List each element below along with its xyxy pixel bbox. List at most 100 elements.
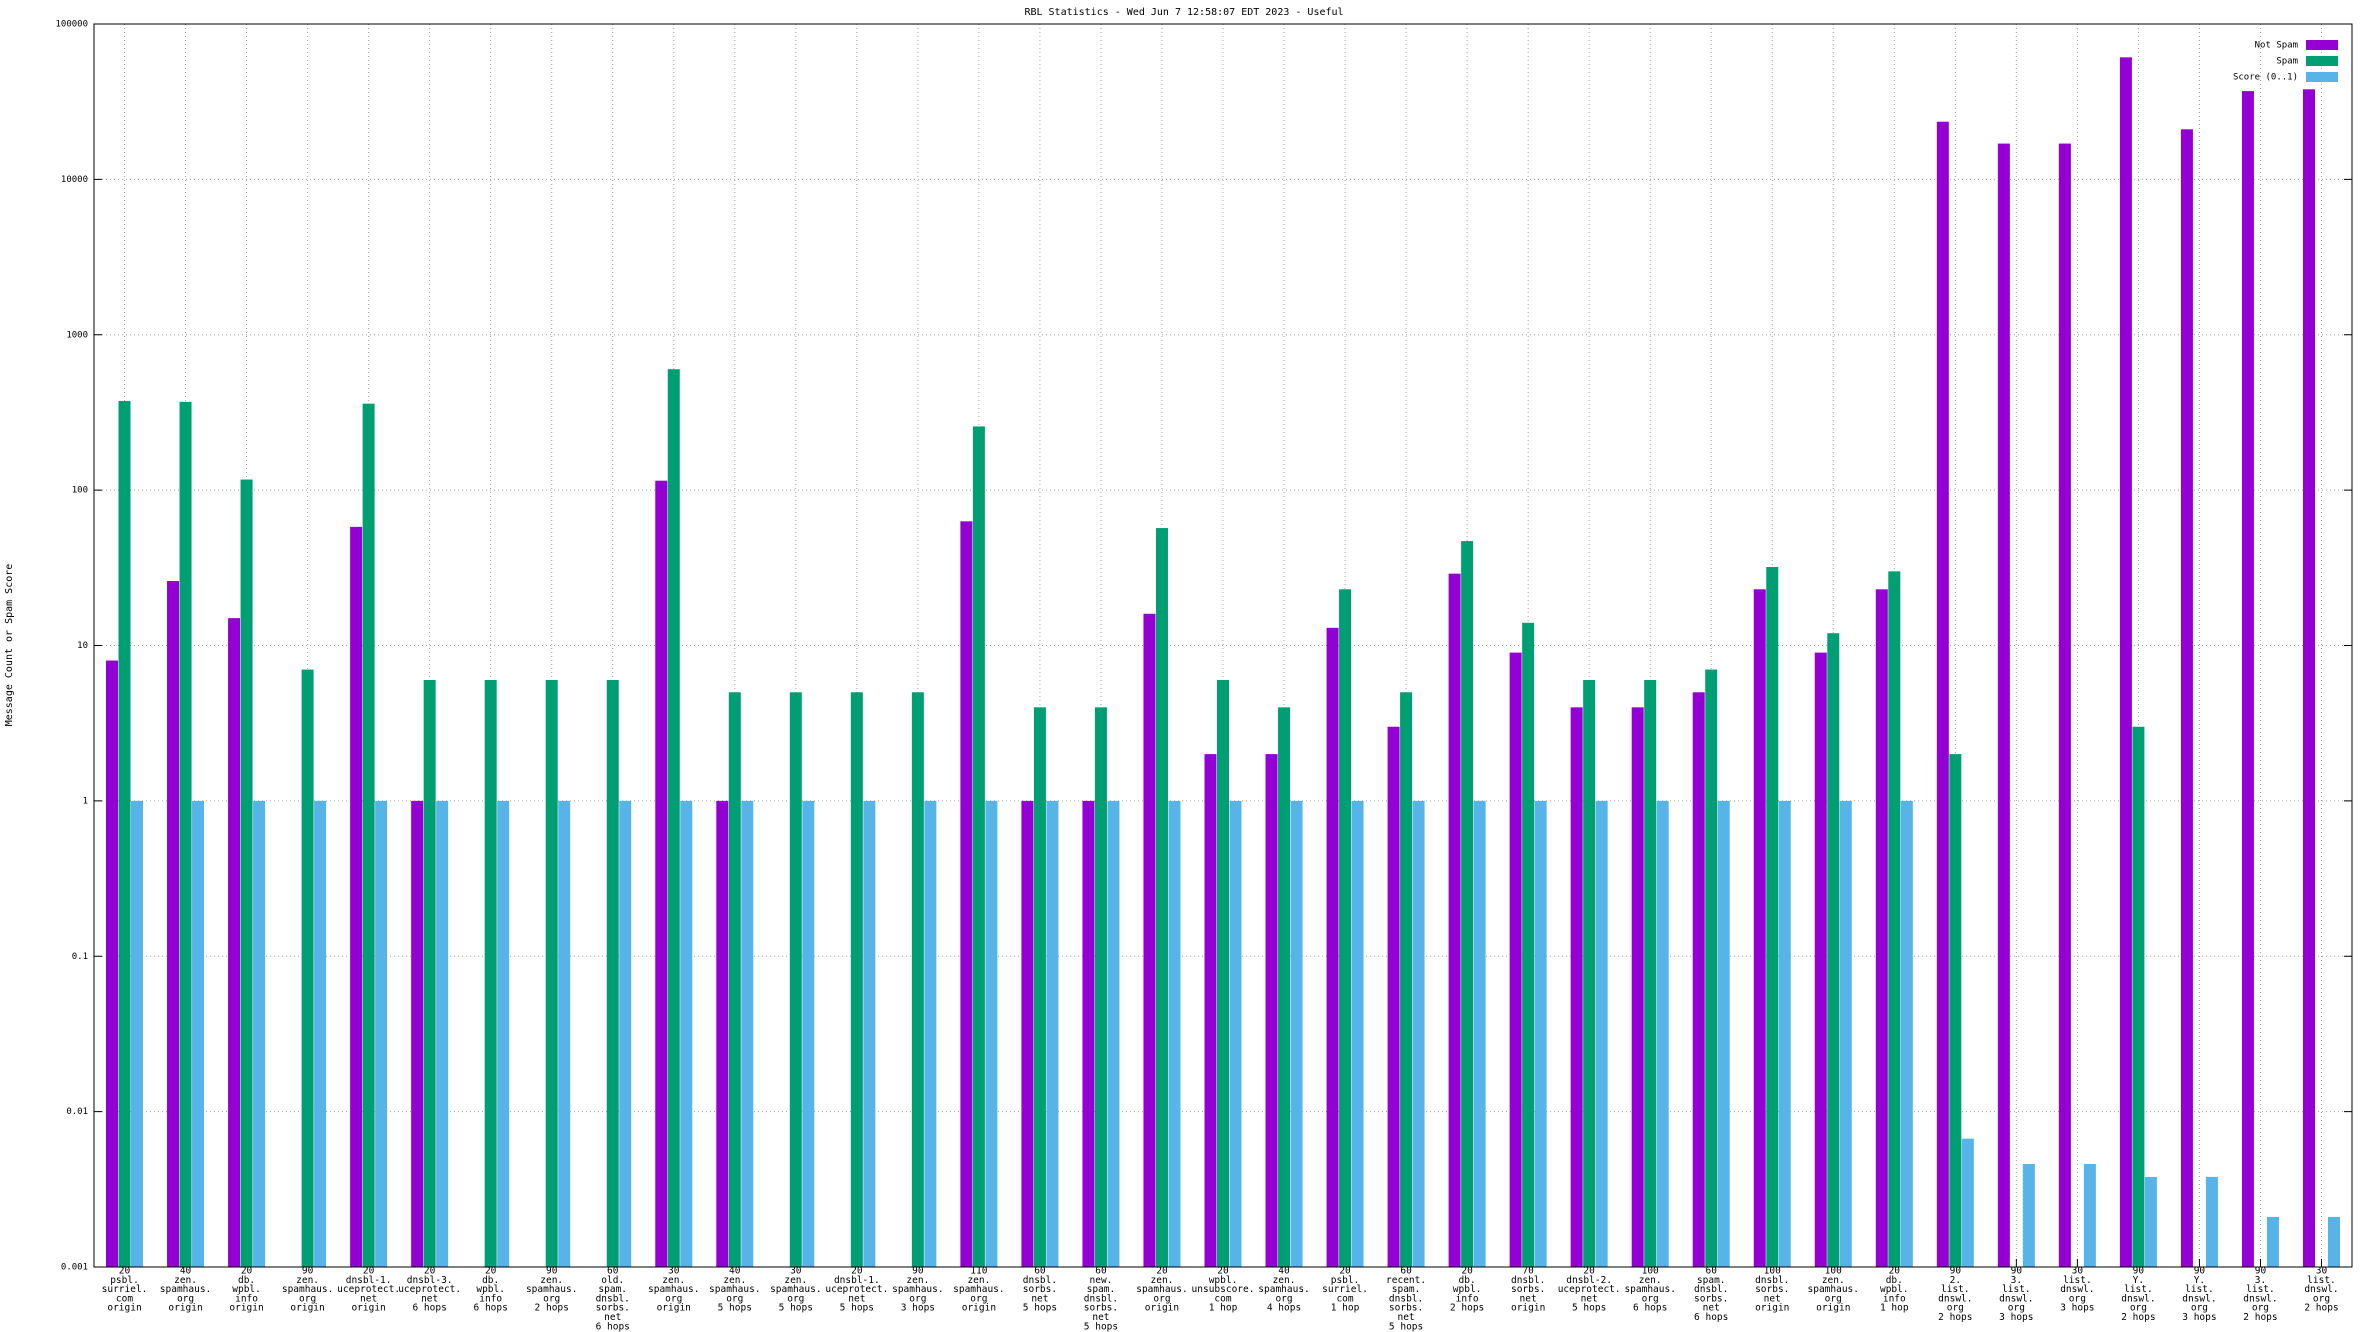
- bar: [131, 800, 144, 1267]
- x-tick-label: dnswl.: [2304, 1284, 2338, 1295]
- x-tick-label: 30: [668, 1266, 680, 1277]
- y-tick-label: 1: [83, 796, 88, 806]
- x-tick-label: org: [909, 1293, 926, 1304]
- x-tick-label: dnswl.: [1999, 1293, 2033, 1304]
- x-tick-label: 20: [1889, 1266, 1901, 1277]
- bar: [716, 800, 729, 1267]
- x-tick-label: org: [2313, 1293, 2330, 1304]
- bar: [1705, 669, 1718, 1267]
- bar: [1534, 800, 1547, 1267]
- x-tick-label: unsubscore.: [1192, 1284, 1255, 1295]
- x-tick-label: 100: [1764, 1266, 1781, 1277]
- x-tick-label: spamhaus.: [526, 1284, 577, 1295]
- x-tick-label: dnsbl-2.: [1566, 1275, 1612, 1286]
- x-tick-label: uceprotect.: [337, 1284, 400, 1295]
- x-tick-label: origin: [229, 1303, 263, 1314]
- bar: [1509, 652, 1522, 1267]
- x-tick-label: org: [726, 1293, 743, 1304]
- x-tick-label: zen.: [174, 1275, 197, 1286]
- bar: [1717, 800, 1730, 1267]
- bar: [1583, 679, 1596, 1267]
- bar: [301, 669, 314, 1267]
- bar: [192, 800, 205, 1267]
- x-tick-label: net: [1397, 1312, 1414, 1323]
- bar: [1412, 800, 1425, 1267]
- x-tick-label: 3 hops: [901, 1303, 935, 1314]
- x-tick-label: 5 hops: [1084, 1321, 1118, 1332]
- bar: [2083, 1164, 2096, 1267]
- x-tick-label: Y.: [2194, 1275, 2205, 1286]
- x-tick-label: org: [1275, 1293, 1292, 1304]
- legend-label: Spam: [2276, 57, 2298, 67]
- x-tick-label: 60: [1705, 1266, 1717, 1277]
- x-tick-label: 3.: [2011, 1275, 2022, 1286]
- bar: [1766, 567, 1779, 1267]
- x-tick-label: dnsbl.: [1755, 1275, 1789, 1286]
- x-tick-label: com: [1214, 1293, 1231, 1304]
- x-tick-label: spamhaus.: [1624, 1284, 1675, 1295]
- x-tick-label: origin: [290, 1303, 324, 1314]
- x-tick-label: 2.: [1950, 1275, 1961, 1286]
- x-tick-label: zen.: [1639, 1275, 1662, 1286]
- y-tick-label: 1000: [66, 330, 88, 340]
- x-tick-label: zen.: [540, 1275, 563, 1286]
- x-tick-label: 20: [1583, 1266, 1595, 1277]
- x-tick-label: 100: [1825, 1266, 1842, 1277]
- x-tick-label: spamhaus.: [282, 1284, 333, 1295]
- x-tick-label: sorbs.: [1389, 1303, 1423, 1314]
- x-tick-label: 60: [607, 1266, 619, 1277]
- x-tick-label: db.: [1459, 1275, 1476, 1286]
- x-tick-label: spamhaus.: [1258, 1284, 1309, 1295]
- x-tick-label: 90: [302, 1266, 314, 1277]
- x-tick-label: org: [1825, 1293, 1842, 1304]
- bar: [655, 480, 668, 1267]
- x-tick-label: uceprotect.: [1558, 1284, 1621, 1295]
- bar: [1875, 589, 1888, 1267]
- x-tick-label: list.: [2002, 1284, 2031, 1295]
- x-tick-label: recent.: [1386, 1275, 1426, 1286]
- x-tick-label: Y.: [2133, 1275, 2144, 1286]
- x-tick-label: sorbs.: [1084, 1303, 1118, 1314]
- bar: [1094, 707, 1107, 1267]
- bar: [1839, 800, 1852, 1267]
- bar: [728, 692, 741, 1267]
- x-tick-label: spam.: [598, 1284, 627, 1295]
- bar: [924, 800, 937, 1267]
- bar: [1033, 707, 1046, 1267]
- bar: [1631, 707, 1644, 1267]
- x-tick-label: dnsbl.: [1084, 1293, 1118, 1304]
- x-tick-label: 2 hops: [1938, 1312, 1972, 1323]
- x-tick-label: 20: [851, 1266, 863, 1277]
- bar: [484, 679, 497, 1267]
- bar: [1814, 652, 1827, 1267]
- x-tick-label: 3.: [2255, 1275, 2266, 1286]
- x-tick-label: info: [1883, 1293, 1906, 1304]
- x-tick-label: spamhaus.: [770, 1284, 821, 1295]
- x-tick-label: origin: [962, 1303, 996, 1314]
- x-tick-label: surriel.: [102, 1284, 148, 1295]
- bar: [1936, 121, 1949, 1267]
- bar: [375, 800, 388, 1267]
- x-tick-label: 30: [790, 1266, 802, 1277]
- x-tick-label: 90: [2194, 1266, 2206, 1277]
- x-tick-label: spamhaus.: [1136, 1284, 1187, 1295]
- x-tick-label: zen.: [296, 1275, 319, 1286]
- bar: [1827, 633, 1840, 1267]
- x-tick-label: org: [787, 1293, 804, 1304]
- bar: [1155, 528, 1168, 1267]
- x-tick-label: info: [1456, 1293, 1479, 1304]
- bar: [362, 403, 375, 1268]
- x-tick-label: 1 hop: [1209, 1303, 1238, 1314]
- x-tick-label: 70: [1522, 1266, 1534, 1277]
- x-tick-label: 2 hops: [2121, 1312, 2155, 1323]
- x-tick-label: wpbl.: [1880, 1284, 1909, 1295]
- x-tick-label: 1 hop: [1331, 1303, 1360, 1314]
- x-tick-label: origin: [1145, 1303, 1179, 1314]
- x-tick-label: dnswl.: [2060, 1284, 2094, 1295]
- bar: [802, 800, 815, 1267]
- bar: [667, 369, 680, 1268]
- bar: [118, 400, 131, 1267]
- x-tick-label: 20: [241, 1266, 253, 1277]
- bar: [1339, 589, 1352, 1267]
